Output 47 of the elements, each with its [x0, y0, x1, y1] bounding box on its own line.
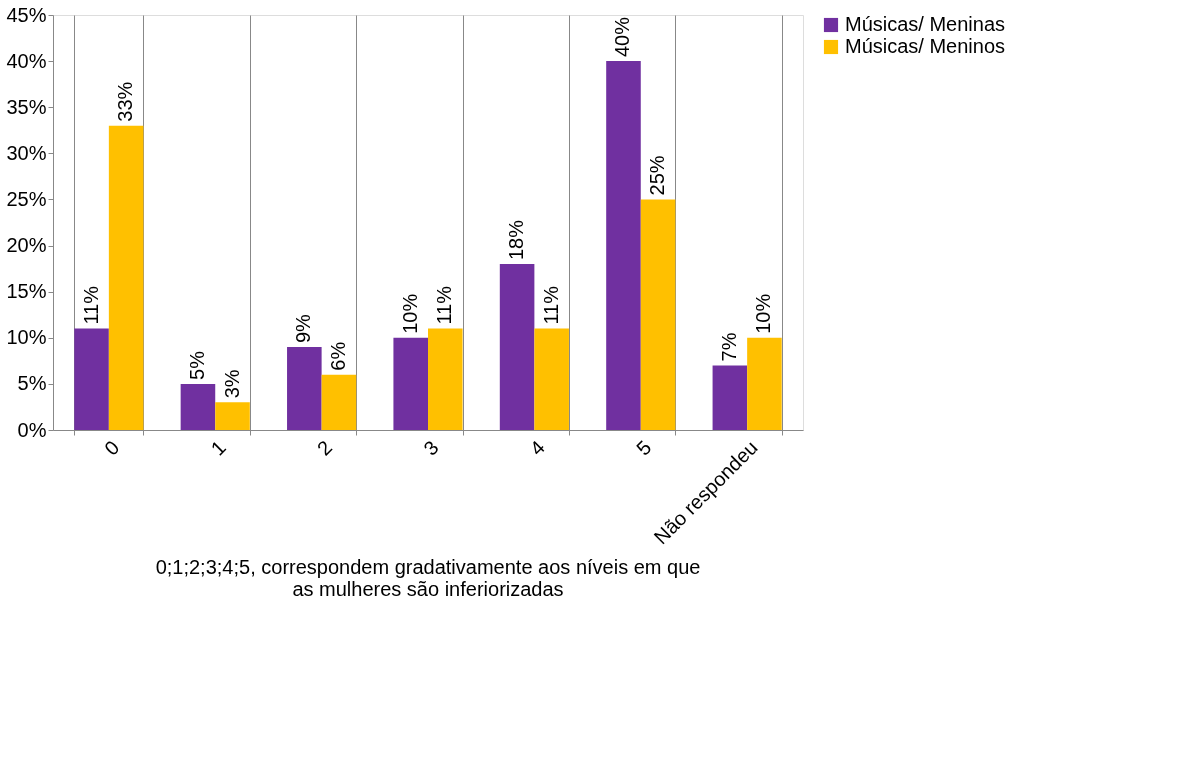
y-tick-label: 5% [17, 372, 47, 395]
y-tick-label: 45% [6, 3, 47, 26]
bar [180, 383, 216, 430]
y-tick-label: 40% [6, 49, 47, 72]
bar [499, 264, 535, 430]
y-tick-label: 0% [17, 418, 47, 441]
legend-label: Músicas/ Meninas [845, 13, 1006, 35]
bar [74, 328, 109, 430]
bar [428, 328, 463, 430]
data-label: 7% [717, 332, 740, 362]
x-tick-label: 2 [312, 436, 337, 460]
data-label: 18% [505, 219, 528, 260]
data-label: 40% [611, 16, 634, 58]
data-label: 10% [752, 293, 775, 334]
data-label: 11% [433, 285, 456, 325]
bar [108, 125, 144, 430]
bar [215, 402, 250, 430]
bar [747, 337, 782, 430]
data-label: 10% [398, 293, 421, 334]
bar [534, 328, 569, 430]
y-tick-label: 10% [6, 326, 47, 349]
y-tick-label: 20% [6, 234, 47, 257]
text: 0;1;2;3;4;5, correspondem gradativamente aos níveis em que as mulheres são inferiorizadas [155, 555, 701, 600]
x-tick-label: 1 [206, 436, 230, 460]
y-tick-label: 35% [6, 95, 47, 118]
data-label: 5% [185, 350, 208, 380]
x-tick-label: 3 [419, 436, 443, 460]
data-label: 9% [292, 313, 315, 343]
legend-label: Músicas/ Meninos [845, 35, 1006, 57]
x-tick-label: 4 [525, 436, 550, 460]
y-tick-label: 15% [6, 280, 47, 303]
bar [712, 365, 748, 430]
bar [287, 347, 322, 430]
data-label: 11% [539, 285, 562, 325]
data-label: 3% [220, 369, 243, 399]
x-tick-label: 0 [100, 436, 124, 460]
bar [321, 374, 357, 430]
data-label: 25% [646, 155, 669, 196]
bar [640, 199, 676, 430]
y-tick-label: 25% [6, 187, 47, 210]
bar [393, 337, 428, 430]
y-tick-label: 30% [6, 141, 47, 164]
x-tick-label: 5 [631, 436, 656, 460]
data-label: 33% [114, 81, 137, 122]
data-label: 11% [79, 285, 102, 325]
data-label: 6% [326, 341, 349, 371]
bar [606, 61, 641, 430]
